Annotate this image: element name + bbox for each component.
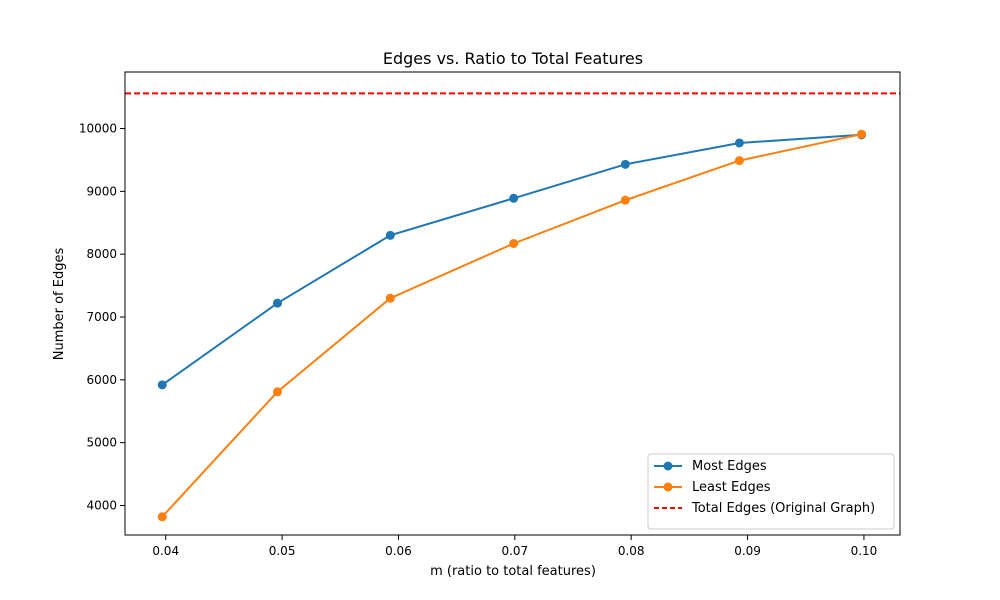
x-tick-label: 0.10: [851, 544, 878, 558]
legend-label: Most Edges: [692, 459, 767, 474]
data-point-0-5: [734, 138, 744, 148]
x-tick-label: 0.08: [618, 544, 645, 558]
x-tick-label: 0.06: [385, 544, 412, 558]
y-axis-label: Number of Edges: [52, 248, 67, 361]
legend: Most Edges Least Edges Total Edges (Origin…: [647, 453, 895, 530]
x-axis-label: m (ratio to total features): [430, 564, 596, 579]
data-point-0-0: [157, 380, 167, 390]
data-point-0-3: [509, 193, 519, 203]
y-tick-label: 5000: [86, 436, 117, 450]
data-point-1-3: [509, 239, 519, 249]
y-axis: 4000 5000 6000 7000 8000 9000 10000: [79, 122, 125, 512]
data-point-1-2: [385, 293, 395, 303]
x-axis: 0.04 0.05 0.06 0.07 0.08 0.09 0.10: [152, 535, 877, 558]
legend-label: Least Edges: [692, 480, 771, 495]
data-point-0-1: [272, 298, 282, 308]
y-tick-label: 6000: [86, 373, 117, 387]
data-point-0-4: [620, 159, 630, 169]
plot-area: [125, 92, 900, 522]
legend-swatch-marker: [663, 461, 673, 471]
axes-frame: [124, 71, 901, 536]
y-tick-label: 10000: [79, 122, 117, 136]
data-point-1-5: [734, 156, 744, 166]
legend-label: Total Edges (Original Graph): [691, 501, 875, 516]
x-tick-label: 0.07: [501, 544, 528, 558]
series-line-0: [161, 133, 862, 386]
legend-swatch-marker: [663, 482, 673, 492]
data-point-1-0: [157, 512, 167, 522]
data-point-1-1: [272, 387, 282, 397]
y-tick-label: 9000: [86, 184, 117, 198]
data-point-1-4: [620, 195, 630, 205]
y-tick-label: 8000: [86, 247, 117, 261]
legend-box: [647, 453, 895, 530]
data-point-0-2: [385, 230, 395, 240]
x-tick-label: 0.05: [269, 544, 296, 558]
chart-title: Edges vs. Ratio to Total Features: [383, 49, 643, 68]
y-tick-label: 4000: [86, 498, 117, 512]
x-tick-label: 0.04: [152, 544, 179, 558]
x-tick-label: 0.09: [734, 544, 761, 558]
y-tick-label: 7000: [86, 310, 117, 324]
data-point-1-6: [857, 129, 867, 139]
